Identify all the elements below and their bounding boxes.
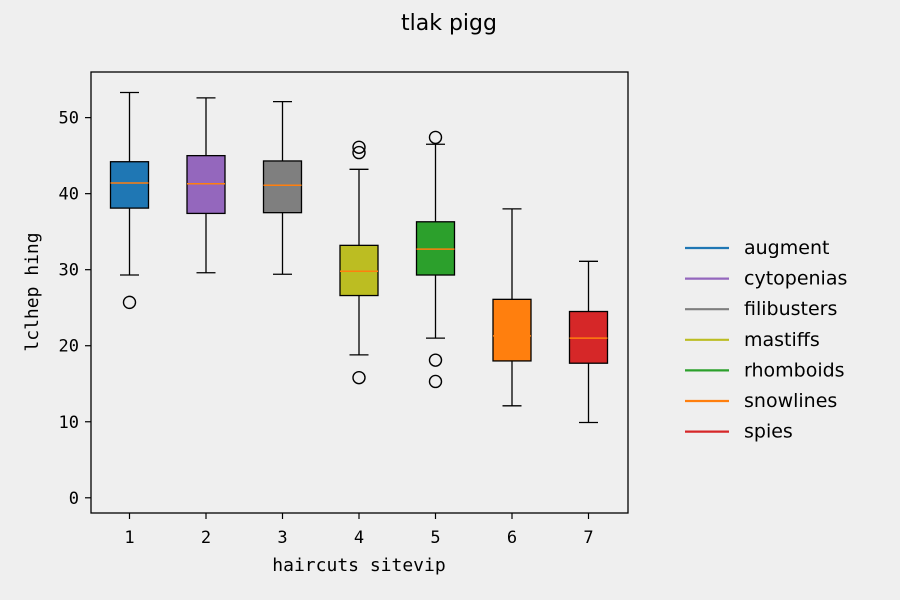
box-body	[262, 160, 303, 214]
legend-label: augment	[744, 237, 829, 259]
box-body	[568, 310, 609, 364]
box-mastiffs	[339, 140, 379, 385]
y-tick-label: 30	[59, 261, 79, 281]
outlier-point	[352, 140, 366, 154]
outlier-point	[428, 374, 443, 389]
y-tick-label: 0	[69, 489, 79, 509]
y-tick-label: 50	[59, 109, 79, 129]
legend-label: mastiffs	[744, 329, 820, 351]
x-tick-label: 4	[354, 528, 364, 548]
box-spies	[568, 260, 609, 424]
outlier-point	[428, 353, 443, 367]
outlier-point	[352, 370, 366, 385]
legend-item-cytopenias: cytopenias	[685, 268, 847, 290]
box-series	[109, 91, 609, 424]
y-tick-label: 40	[59, 185, 79, 205]
x-tick-label: 2	[201, 528, 211, 548]
box-snowlines	[492, 208, 532, 407]
box-body	[415, 221, 456, 276]
y-tick-label: 20	[59, 337, 79, 357]
legend-label: rhomboids	[744, 359, 845, 381]
box-filibusters	[262, 101, 303, 275]
box-body	[492, 298, 532, 362]
legend-item-filibusters: filibusters	[685, 298, 837, 320]
box-augment	[109, 91, 150, 310]
x-axis: 1 2 3 4 5 6 7	[124, 513, 594, 548]
y-axis: 0 10 20 30 40 50	[59, 109, 91, 509]
x-tick-label: 3	[277, 528, 287, 548]
x-tick-label: 7	[583, 528, 593, 548]
outlier-point	[428, 130, 443, 145]
box-body	[186, 154, 226, 215]
box-body	[109, 161, 150, 209]
box-body	[339, 244, 379, 297]
legend-label: spies	[744, 421, 793, 443]
legend-label: snowlines	[744, 390, 837, 412]
x-axis-label: haircuts sitevip	[272, 555, 445, 576]
legend-item-mastiffs: mastiffs	[685, 329, 820, 351]
legend-label: cytopenias	[744, 268, 847, 290]
outlier-point	[122, 295, 137, 310]
y-tick-label: 10	[59, 413, 79, 433]
legend-item-augment: augment	[685, 237, 829, 259]
x-tick-label: 5	[430, 528, 440, 548]
box-cytopenias	[186, 97, 226, 274]
box-rhomboids	[415, 130, 456, 389]
x-tick-label: 6	[507, 528, 517, 548]
legend-item-rhomboids: rhomboids	[685, 359, 845, 381]
legend-item-spies: spies	[685, 421, 793, 443]
legend-item-snowlines: snowlines	[685, 390, 837, 412]
legend-label: filibusters	[744, 298, 837, 320]
outlier-point	[352, 145, 366, 160]
legend: augment cytopenias filibusters mastiffs rhom…	[685, 237, 847, 443]
x-tick-label: 1	[124, 528, 134, 548]
chart-title: tlak pigg	[401, 11, 497, 36]
y-axis-label: lclhep hing	[22, 232, 43, 351]
